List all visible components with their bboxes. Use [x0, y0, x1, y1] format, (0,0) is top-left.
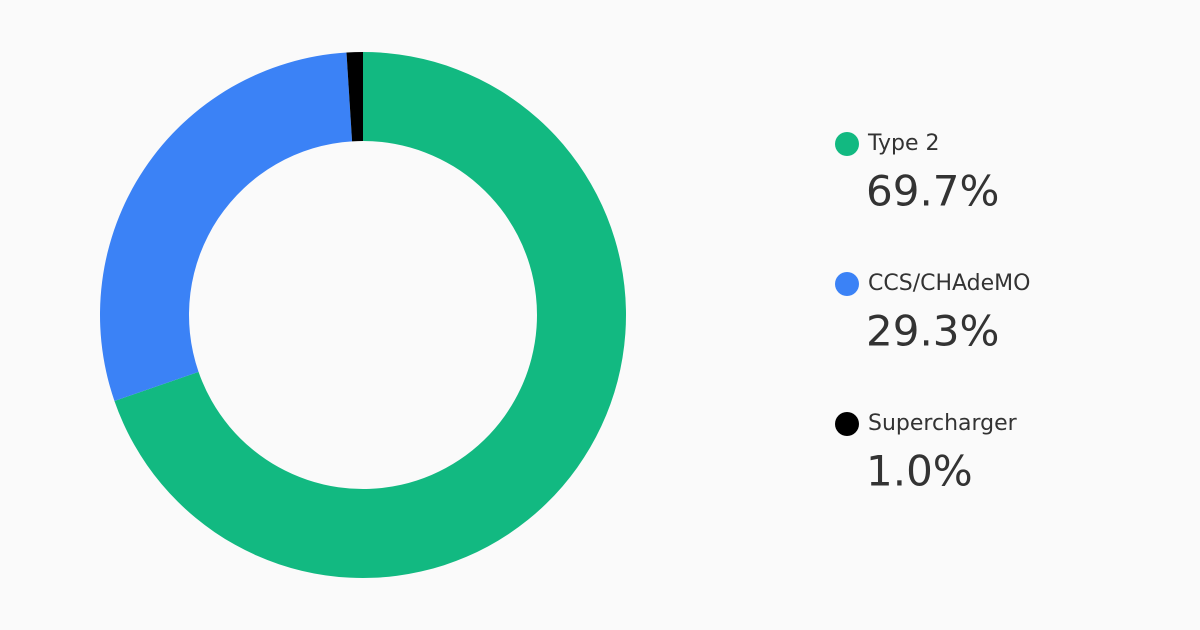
legend-marker	[835, 412, 859, 436]
legend-label: Type 2	[867, 131, 940, 156]
legend-marker	[835, 272, 859, 296]
donut-slice	[99, 52, 353, 401]
legend-value: 29.3%	[866, 307, 999, 356]
legend-label: Supercharger	[868, 411, 1018, 436]
legend-value: 1.0%	[866, 447, 973, 496]
legend-marker	[835, 132, 859, 156]
donut-slice	[346, 52, 363, 142]
legend-value: 69.7%	[866, 167, 999, 216]
donut-slice	[114, 52, 626, 578]
legend-label: CCS/CHAdeMO	[868, 271, 1030, 296]
